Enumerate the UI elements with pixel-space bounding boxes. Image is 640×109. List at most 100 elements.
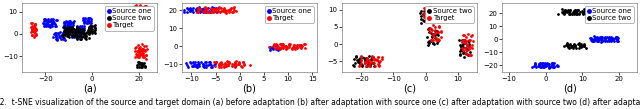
Point: [467, 44, 477, 46]
Point: [137, 48, 147, 50]
Point: [43, 20, 53, 22]
Point: [29, 28, 39, 30]
Point: [140, 50, 150, 52]
Point: [134, 14, 145, 16]
Point: [428, 36, 438, 37]
Point: [570, 13, 580, 14]
Point: [196, 8, 207, 9]
Point: [79, 33, 89, 34]
Point: [544, 65, 554, 67]
Point: [230, 65, 240, 67]
Point: [58, 32, 68, 33]
Point: [141, 16, 152, 18]
Point: [287, 48, 297, 49]
Point: [135, 8, 145, 10]
Point: [211, 61, 221, 63]
Point: [56, 38, 66, 40]
Point: [201, 11, 211, 13]
Point: [579, 44, 589, 46]
Point: [582, 13, 592, 15]
Point: [76, 28, 86, 30]
Point: [63, 27, 73, 28]
Point: [534, 62, 545, 64]
Point: [574, 43, 584, 44]
Point: [84, 17, 94, 19]
Point: [426, 39, 436, 41]
Point: [187, 9, 197, 11]
Point: [81, 18, 91, 20]
Point: [182, 64, 193, 66]
Point: [47, 20, 57, 22]
Point: [190, 61, 200, 63]
Point: [199, 66, 209, 68]
Point: [355, 61, 365, 63]
Point: [47, 23, 58, 25]
Point: [65, 22, 76, 24]
Point: [369, 62, 380, 64]
Point: [230, 66, 240, 67]
Point: [83, 27, 93, 29]
Point: [269, 44, 279, 46]
Point: [210, 63, 220, 65]
Point: [45, 20, 55, 22]
Point: [533, 64, 543, 65]
Point: [592, 40, 602, 42]
X-axis label: (d): (d): [563, 83, 577, 93]
Point: [276, 47, 287, 49]
Point: [214, 66, 224, 68]
Point: [134, 46, 145, 48]
Point: [460, 47, 470, 49]
Point: [211, 11, 221, 13]
Point: [364, 59, 374, 61]
Point: [538, 62, 548, 64]
Point: [134, 63, 144, 65]
Point: [131, 12, 141, 13]
Point: [221, 12, 231, 14]
Point: [76, 32, 86, 34]
Point: [267, 47, 277, 49]
Point: [136, 64, 146, 66]
Point: [77, 36, 88, 37]
Point: [280, 45, 290, 47]
Point: [357, 56, 367, 58]
Point: [607, 37, 618, 39]
Point: [138, 49, 148, 50]
Point: [76, 32, 86, 34]
Point: [223, 61, 234, 63]
Point: [86, 25, 96, 27]
Point: [462, 44, 472, 46]
Point: [425, 11, 435, 13]
Point: [568, 47, 579, 49]
Point: [29, 27, 40, 29]
Point: [64, 22, 74, 24]
Point: [29, 23, 40, 25]
Point: [77, 30, 87, 31]
Point: [80, 36, 90, 38]
Point: [596, 37, 606, 39]
Point: [454, 39, 465, 41]
Point: [427, 29, 437, 30]
Point: [433, 40, 444, 41]
Point: [460, 42, 470, 44]
Point: [601, 37, 611, 39]
Point: [194, 7, 204, 9]
Point: [132, 53, 143, 55]
Point: [420, 9, 430, 11]
Point: [586, 9, 596, 11]
Point: [87, 25, 97, 27]
Point: [83, 23, 93, 24]
Point: [74, 35, 84, 36]
Point: [597, 39, 607, 41]
Point: [356, 59, 366, 60]
Point: [134, 16, 145, 18]
Point: [63, 27, 74, 29]
Point: [421, 18, 431, 20]
Point: [132, 9, 142, 11]
Point: [423, 11, 433, 13]
Point: [47, 22, 57, 24]
Point: [30, 32, 40, 34]
Point: [563, 45, 573, 47]
Point: [464, 48, 474, 50]
Point: [218, 66, 228, 67]
Point: [192, 11, 202, 13]
